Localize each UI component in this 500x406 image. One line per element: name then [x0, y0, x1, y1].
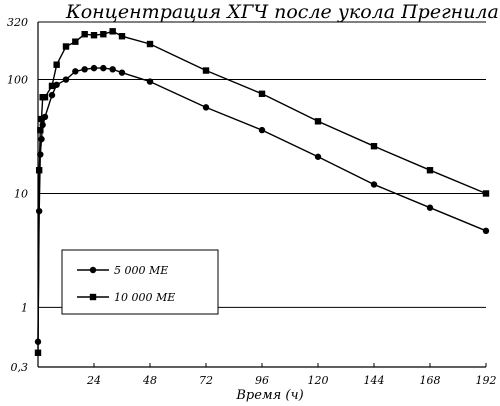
- data-point-circle: [109, 66, 116, 73]
- data-point-circle: [426, 204, 434, 211]
- data-point-circle: [37, 151, 44, 158]
- y-tick-label: 320: [7, 16, 28, 29]
- data-point-circle: [90, 64, 98, 72]
- data-point-square: [62, 43, 70, 50]
- data-point-circle: [314, 153, 322, 160]
- x-tick-label: 120: [308, 374, 329, 387]
- x-tick-label: 48: [142, 374, 157, 387]
- data-point-square: [118, 33, 126, 40]
- y-tick-label: 1: [21, 301, 28, 314]
- data-point-square: [426, 167, 434, 174]
- data-point-square: [81, 31, 88, 38]
- x-tick-label: 96: [255, 374, 269, 387]
- data-point-square: [41, 94, 49, 101]
- legend: 5 000 МЕ 10 000 МЕ: [61, 249, 219, 315]
- x-axis-label: Время (ч): [235, 388, 303, 403]
- data-point-square: [314, 118, 322, 125]
- x-tick-label: 24: [86, 374, 101, 387]
- data-point-circle: [38, 135, 45, 143]
- data-point-circle: [202, 104, 210, 111]
- data-series: [34, 28, 490, 356]
- data-point-circle: [62, 76, 70, 83]
- x-tick-label: 72: [199, 374, 213, 387]
- data-point-circle: [370, 181, 378, 188]
- data-point-square: [72, 38, 79, 45]
- data-point-square: [370, 143, 378, 150]
- data-point-square: [34, 349, 42, 356]
- legend-label-5000: 5 000 МЕ: [114, 264, 168, 277]
- y-tick-label: 10: [14, 187, 28, 200]
- data-point-square: [482, 190, 490, 197]
- x-tick-labels: 24 48 72 96 120 144 168 192: [86, 374, 497, 387]
- data-point-circle: [118, 69, 126, 76]
- y-tick-labels: 0,3 1 10 100 320: [7, 16, 28, 374]
- data-point-circle: [48, 91, 56, 99]
- x-tick-label: 144: [364, 374, 385, 387]
- data-point-square: [146, 40, 154, 48]
- y-tick-label: 100: [7, 74, 28, 87]
- data-point-circle: [100, 64, 107, 72]
- x-tick-label: 168: [420, 374, 441, 387]
- data-point-square: [202, 67, 210, 74]
- data-point-circle: [258, 126, 266, 134]
- data-point-circle: [482, 227, 490, 235]
- legend-label-10000: 10 000 МЕ: [114, 291, 175, 304]
- data-point-square: [258, 90, 266, 97]
- legend-circle-marker: [89, 266, 97, 274]
- data-point-square: [90, 32, 98, 39]
- chart-title: Концентрация ХГЧ после укола Прегнила: [65, 1, 499, 23]
- data-point-square: [109, 28, 116, 35]
- y-tick-label: 0,3: [11, 361, 29, 374]
- data-point-circle: [81, 66, 88, 73]
- data-point-square: [48, 82, 56, 90]
- data-point-square: [37, 126, 44, 134]
- series-2: [34, 28, 490, 356]
- data-point-circle: [72, 68, 79, 75]
- series-line: [37, 30, 487, 353]
- data-point-circle: [146, 78, 154, 85]
- data-point-square: [38, 115, 45, 123]
- legend-box: [61, 249, 219, 315]
- grid-lines: [38, 21, 486, 308]
- data-point-square: [35, 167, 43, 174]
- data-point-square: [100, 31, 107, 38]
- legend-square-marker: [89, 293, 97, 301]
- data-point-square: [53, 61, 60, 68]
- x-tick-label: 192: [476, 374, 497, 387]
